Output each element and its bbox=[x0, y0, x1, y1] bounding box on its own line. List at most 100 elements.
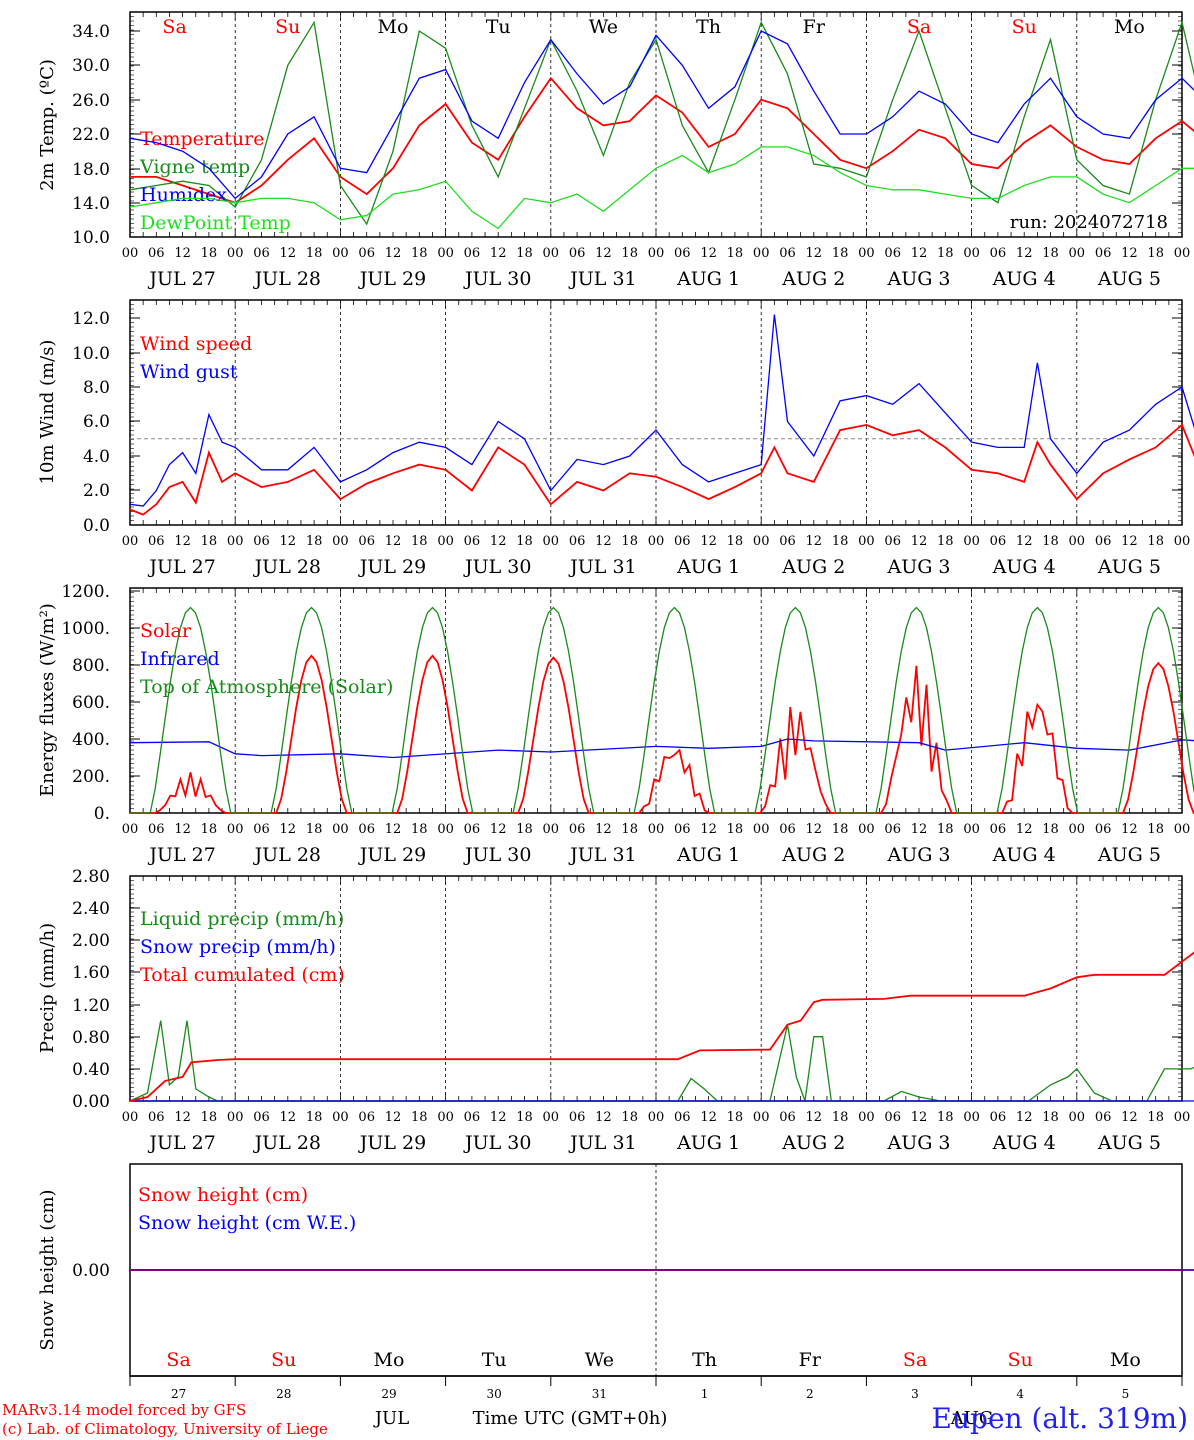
x-hour-label: 12 bbox=[490, 822, 507, 837]
x-hour-label: 18 bbox=[1147, 1110, 1164, 1125]
x-hour-label: 06 bbox=[569, 534, 586, 549]
x-hour-label: 18 bbox=[306, 246, 323, 261]
x-hour-label: 18 bbox=[201, 822, 218, 837]
x-date-label: JUL 31 bbox=[568, 1132, 636, 1154]
y-tick-label: 2.80 bbox=[72, 867, 110, 887]
x-hour-label: 12 bbox=[490, 246, 507, 261]
series-line-top-of-atmosphere-solar bbox=[130, 606, 1194, 814]
x-hour-label: 12 bbox=[174, 1110, 191, 1125]
weekday-label-bottom: Sa bbox=[166, 1349, 190, 1371]
weekday-label-bottom: Tu bbox=[482, 1349, 507, 1371]
x-hour-label: 12 bbox=[911, 534, 928, 549]
x-hour-label: 00 bbox=[227, 246, 244, 261]
legend-entry: Total cumulated (cm) bbox=[140, 964, 345, 986]
x-date-label: JUL 30 bbox=[463, 844, 531, 866]
x-hour-label: 06 bbox=[464, 822, 481, 837]
x-hour-label: 12 bbox=[700, 822, 717, 837]
y-tick-label: 0.0 bbox=[83, 516, 110, 536]
weekday-label-top: Tu bbox=[486, 16, 511, 38]
y-axis-label: 10m Wind (m/s) bbox=[37, 340, 58, 485]
day-number-label: 2 bbox=[806, 1387, 814, 1401]
x-hour-label: 12 bbox=[385, 822, 402, 837]
weekday-label-top: We bbox=[589, 16, 618, 38]
series-line-vigne-temp bbox=[129, 20, 1194, 226]
run-label: run: 2024072718 bbox=[1010, 212, 1168, 233]
x-hour-label: 00 bbox=[1174, 246, 1191, 261]
y-tick-label: 0.40 bbox=[72, 1060, 110, 1080]
x-hour-label: 18 bbox=[832, 534, 849, 549]
day-number-label: 31 bbox=[592, 1387, 607, 1401]
x-hour-label: 00 bbox=[858, 822, 875, 837]
x-date-label: AUG 2 bbox=[781, 556, 845, 578]
x-hour-label: 00 bbox=[753, 822, 770, 837]
x-hour-label: 12 bbox=[700, 1110, 717, 1125]
x-hour-label: 00 bbox=[753, 1110, 770, 1125]
x-hour-label: 12 bbox=[806, 1110, 823, 1125]
x-hour-label: 06 bbox=[779, 822, 796, 837]
y-tick-label: 600. bbox=[72, 693, 110, 713]
x-hour-label: 06 bbox=[884, 822, 901, 837]
x-hour-label: 00 bbox=[332, 822, 349, 837]
day-number-label: 5 bbox=[1122, 1387, 1130, 1401]
legend-entry: Vigne temp bbox=[139, 156, 250, 178]
legend-entry: Top of Atmosphere (Solar) bbox=[140, 676, 393, 698]
weekday-label-bottom: Su bbox=[1008, 1349, 1033, 1371]
x-hour-label: 00 bbox=[437, 1110, 454, 1125]
x-hour-label: 12 bbox=[1121, 1110, 1138, 1125]
x-date-label: JUL 28 bbox=[253, 844, 321, 866]
x-hour-label: 06 bbox=[358, 246, 375, 261]
x-hour-label: 00 bbox=[963, 822, 980, 837]
y-axis-label: Precip (mm/h) bbox=[37, 923, 58, 1053]
x-date-label: AUG 4 bbox=[992, 268, 1056, 290]
weekday-label-bottom: Sa bbox=[903, 1349, 927, 1371]
x-hour-label: 12 bbox=[385, 1110, 402, 1125]
x-hour-label: 00 bbox=[543, 822, 560, 837]
x-hour-label: 06 bbox=[464, 246, 481, 261]
x-hour-label: 06 bbox=[569, 1110, 586, 1125]
x-date-label: JUL 27 bbox=[147, 556, 215, 578]
x-hour-label: 18 bbox=[201, 534, 218, 549]
x-hour-label: 06 bbox=[253, 534, 270, 549]
series-line-dewpoint-temp bbox=[129, 146, 1194, 230]
day-number-label: 3 bbox=[911, 1387, 919, 1401]
y-tick-label: 8.0 bbox=[83, 378, 110, 398]
x-hour-label: 06 bbox=[990, 534, 1007, 549]
x-hour-label: 00 bbox=[332, 534, 349, 549]
weekday-label-top: Sa bbox=[907, 16, 931, 38]
x-hour-label: 00 bbox=[1069, 822, 1086, 837]
x-hour-label: 00 bbox=[648, 246, 665, 261]
weekday-label-top: Th bbox=[696, 16, 721, 38]
legend-entry: Solar bbox=[140, 620, 192, 642]
day-number-label: 28 bbox=[276, 1387, 291, 1401]
weekday-label-top: Mo bbox=[378, 16, 409, 38]
weekday-label-top: Mo bbox=[1114, 16, 1145, 38]
x-hour-label: 12 bbox=[174, 822, 191, 837]
x-hour-label: 12 bbox=[490, 534, 507, 549]
x-hour-label: 06 bbox=[884, 246, 901, 261]
x-date-label: AUG 2 bbox=[781, 1132, 845, 1154]
x-hour-label: 18 bbox=[727, 534, 744, 549]
x-hour-label: 18 bbox=[1042, 822, 1059, 837]
station-title: Eupen (alt. 319m) bbox=[932, 1402, 1188, 1435]
x-hour-label: 18 bbox=[201, 1110, 218, 1125]
x-hour-label: 00 bbox=[437, 534, 454, 549]
x-date-label: JUL 30 bbox=[463, 268, 531, 290]
x-date-label: JUL 29 bbox=[358, 556, 426, 578]
y-tick-label: 1200. bbox=[61, 582, 110, 602]
weekday-label-top: Su bbox=[1012, 16, 1037, 38]
day-number-label: 30 bbox=[487, 1387, 502, 1401]
weekday-label-top: Su bbox=[275, 16, 300, 38]
x-hour-label: 00 bbox=[1174, 822, 1191, 837]
x-hour-label: 18 bbox=[516, 534, 533, 549]
x-date-label: JUL 30 bbox=[463, 556, 531, 578]
legend-entry: Temperature bbox=[140, 128, 264, 150]
legend-entry: Wind gust bbox=[140, 361, 238, 383]
x-hour-label: 18 bbox=[621, 534, 638, 549]
x-date-label: JUL 31 bbox=[568, 556, 636, 578]
x-hour-label: 06 bbox=[779, 246, 796, 261]
x-date-label: JUL 27 bbox=[147, 268, 215, 290]
weekday-label-top: Sa bbox=[162, 16, 186, 38]
x-date-label: AUG 3 bbox=[886, 556, 950, 578]
series-line-total-cumulated-cm bbox=[129, 951, 1194, 1102]
y-tick-label: 10.0 bbox=[72, 228, 110, 248]
